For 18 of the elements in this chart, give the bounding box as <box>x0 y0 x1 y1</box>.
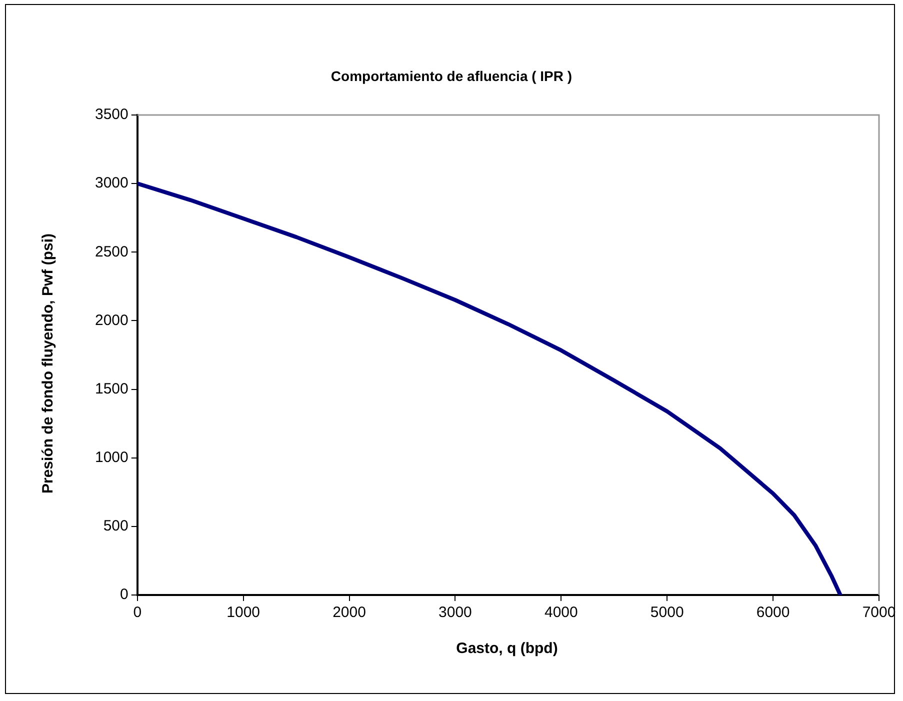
x-tick-label: 3000 <box>438 604 472 622</box>
y-tick-label: 2500 <box>94 243 128 260</box>
x-tick-label: 5000 <box>650 604 684 622</box>
y-tick-label: 1500 <box>94 380 128 398</box>
x-tick-label: 4000 <box>544 604 578 622</box>
y-tick-label: 1000 <box>94 449 128 466</box>
x-tick-label: 2000 <box>332 604 366 622</box>
x-axis-title: Gasto, q (bpd) <box>455 640 559 657</box>
y-tick-label: 500 <box>103 518 128 535</box>
y-axis-title: Presión de fondo fluyendo, Pwf (psi) <box>40 232 56 496</box>
y-tick-label: 0 <box>120 586 128 604</box>
x-tick-label: 1000 <box>226 604 260 622</box>
chart-title: Comportamiento de afluencia ( IPR ) <box>330 68 574 84</box>
x-tick-label: 6000 <box>756 604 790 622</box>
x-tick-label: 0 <box>133 604 142 622</box>
y-tick-label: 2000 <box>94 312 128 329</box>
y-tick-label: 3500 <box>94 106 128 124</box>
y-tick-label: 3000 <box>94 174 128 192</box>
